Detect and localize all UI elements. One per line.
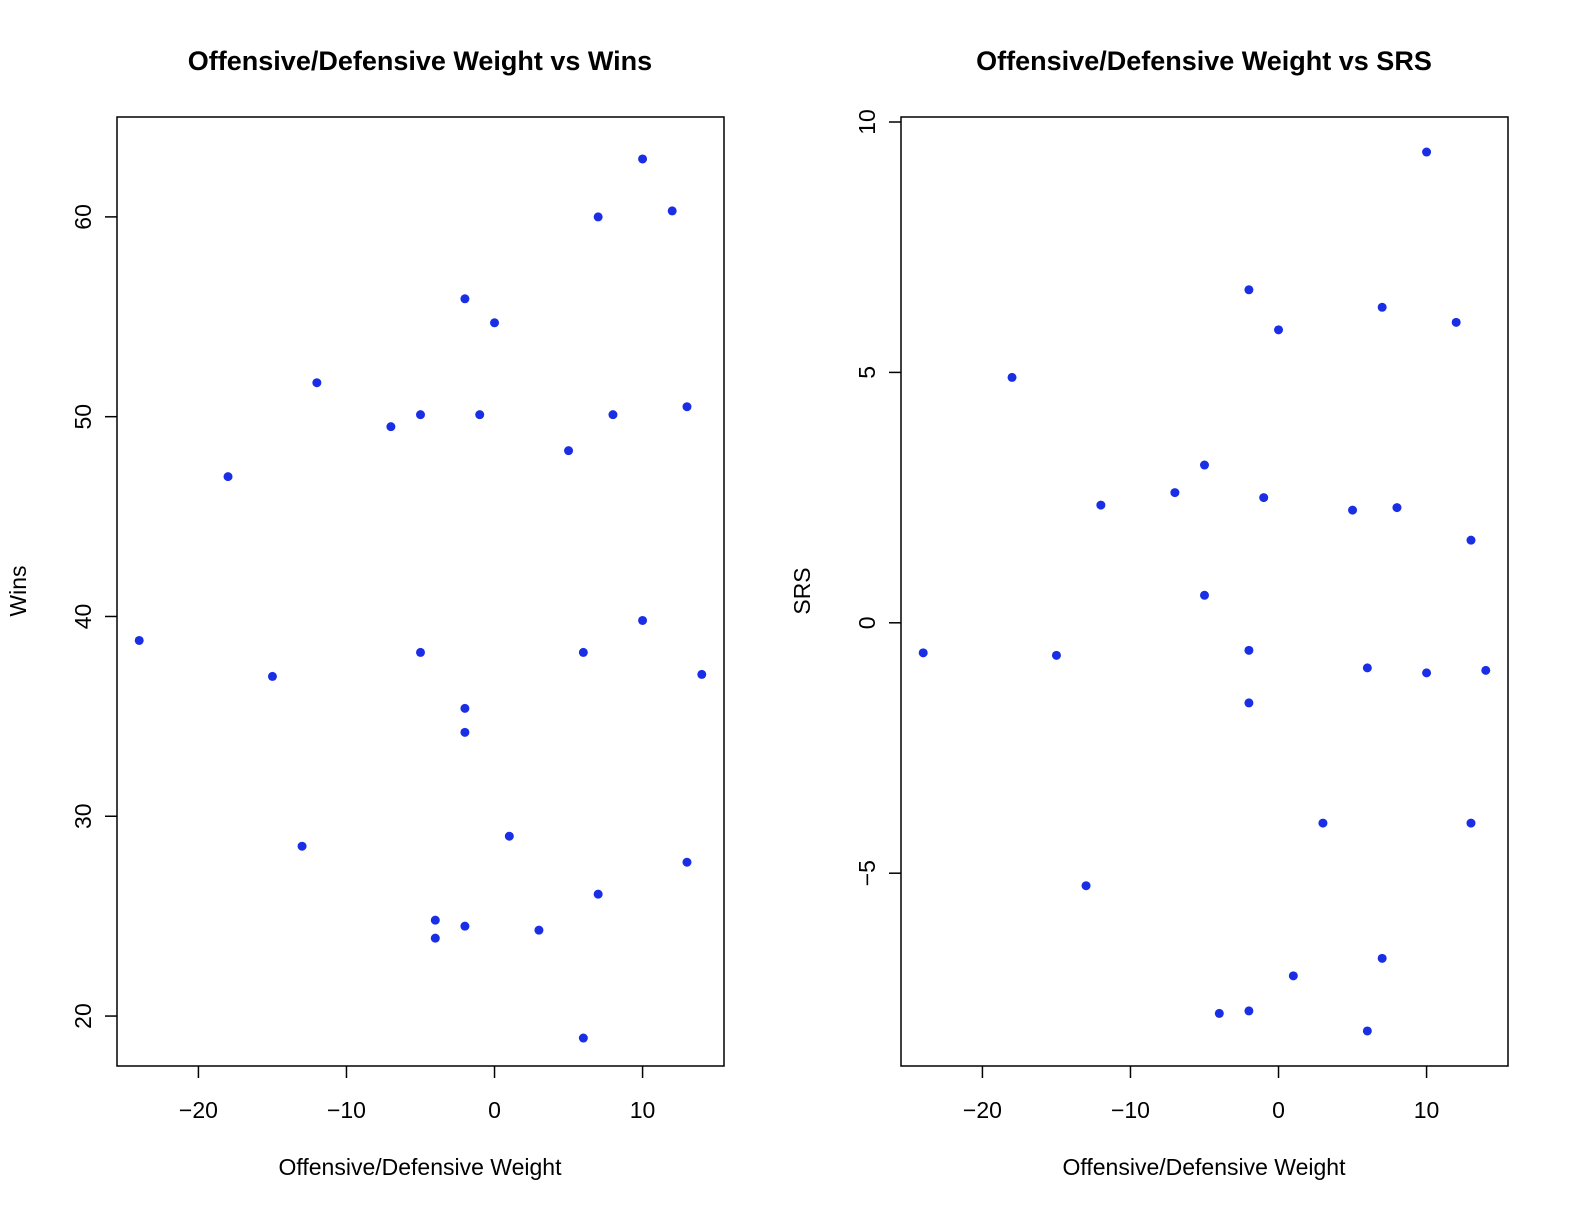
srs-data-point [1244, 285, 1254, 295]
srs-data-point [1362, 1026, 1372, 1036]
srs-data-point [1422, 147, 1432, 157]
srs-data-point [1259, 493, 1269, 503]
srs-y-tick-label: −5 [854, 860, 880, 886]
wins-data-point [297, 841, 307, 851]
srs-x-tick-label: 10 [1414, 1097, 1440, 1123]
srs-data-point [1170, 488, 1180, 498]
srs-y-tick-label: 0 [854, 616, 880, 629]
srs-data-point [1096, 500, 1106, 510]
srs-data-point [1451, 317, 1461, 327]
wins-x-tick-label: −10 [327, 1097, 366, 1123]
srs-data-point [1244, 698, 1254, 708]
wins-y-axis-label: Wins [5, 565, 31, 616]
wins-data-point [682, 857, 692, 867]
srs-data-point [1244, 1006, 1254, 1016]
srs-data-point [1007, 372, 1017, 382]
srs-data-point [1481, 665, 1491, 675]
wins-data-point [578, 647, 588, 657]
srs-x-axis: −20 −10 0 10 [963, 1066, 1439, 1123]
wins-data-point [504, 831, 514, 841]
wins-data-point [638, 154, 648, 164]
wins-data-point [223, 472, 233, 482]
srs-data-point [1362, 663, 1372, 673]
srs-x-tick-label: −20 [963, 1097, 1002, 1123]
wins-data-point [460, 703, 470, 713]
wins-plot-frame [116, 116, 725, 1067]
srs-x-tick-label: −10 [1111, 1097, 1150, 1123]
srs-data-point [1051, 650, 1061, 660]
srs-data-point [1274, 325, 1284, 335]
wins-chart-title: Offensive/Defensive Weight vs Wins [188, 46, 652, 76]
srs-data-point [1377, 953, 1387, 963]
srs-scatter-panel: Offensive/Defensive Weight vs SRS −20 −10… [789, 46, 1509, 1180]
srs-data-point [1081, 881, 1091, 891]
wins-data-point [593, 212, 603, 222]
wins-data-point [267, 671, 277, 681]
srs-data-point [1377, 302, 1387, 312]
srs-data-point [1244, 645, 1254, 655]
srs-data-point [1318, 818, 1328, 828]
srs-plot-frame [900, 116, 1509, 1067]
wins-data-point [697, 669, 707, 679]
wins-data-point [430, 915, 440, 925]
srs-data-point [918, 648, 928, 658]
wins-data-point [608, 410, 618, 420]
wins-data-point [134, 635, 144, 645]
wins-y-tick-label: 50 [70, 404, 96, 430]
wins-data-point [430, 933, 440, 943]
srs-points [918, 147, 1491, 1036]
srs-data-point [1200, 590, 1209, 600]
wins-data-point [564, 446, 574, 456]
wins-data-point [490, 318, 500, 328]
wins-data-point [682, 402, 692, 412]
wins-data-point [386, 422, 396, 432]
wins-x-tick-label: −20 [179, 1097, 218, 1123]
srs-x-axis-label: Offensive/Defensive Weight [1063, 1154, 1347, 1180]
wins-data-point [593, 889, 603, 899]
wins-x-tick-label: 0 [488, 1097, 501, 1123]
wins-data-point [416, 410, 425, 420]
wins-data-point [460, 921, 470, 931]
wins-y-tick-label: 40 [70, 604, 96, 630]
wins-y-tick-label: 30 [70, 803, 96, 829]
srs-data-point [1200, 460, 1209, 470]
srs-x-tick-label: 0 [1272, 1097, 1285, 1123]
wins-data-point [416, 647, 425, 657]
srs-data-point [1466, 818, 1476, 828]
srs-data-point [1288, 971, 1298, 981]
srs-data-point [1422, 668, 1432, 678]
srs-chart-title: Offensive/Defensive Weight vs SRS [976, 46, 1432, 76]
srs-data-point [1392, 503, 1402, 513]
wins-data-point [475, 410, 485, 420]
wins-data-point [578, 1033, 588, 1043]
srs-y-tick-label: 10 [854, 109, 880, 135]
wins-scatter-panel: Offensive/Defensive Weight vs Wins −20 −1… [5, 46, 725, 1180]
srs-y-tick-label: 5 [854, 366, 880, 379]
srs-data-point [1214, 1008, 1224, 1018]
wins-data-point [667, 206, 677, 216]
wins-data-point [460, 294, 470, 304]
wins-y-tick-label: 60 [70, 204, 96, 230]
wins-x-axis: −20 −10 0 10 [179, 1066, 655, 1123]
wins-data-point [312, 378, 322, 388]
srs-y-axis-label: SRS [789, 567, 815, 614]
wins-points [134, 154, 707, 1043]
wins-x-tick-label: 10 [630, 1097, 656, 1123]
srs-data-point [1466, 535, 1476, 545]
wins-y-tick-label: 20 [70, 1003, 96, 1029]
wins-data-point [638, 615, 648, 625]
wins-data-point [460, 727, 470, 737]
srs-data-point [1348, 505, 1358, 515]
wins-data-point [534, 925, 544, 935]
wins-y-axis: 20 30 40 50 60 [70, 204, 117, 1029]
wins-x-axis-label: Offensive/Defensive Weight [279, 1154, 563, 1180]
srs-y-axis: −5 0 5 10 [854, 109, 901, 886]
